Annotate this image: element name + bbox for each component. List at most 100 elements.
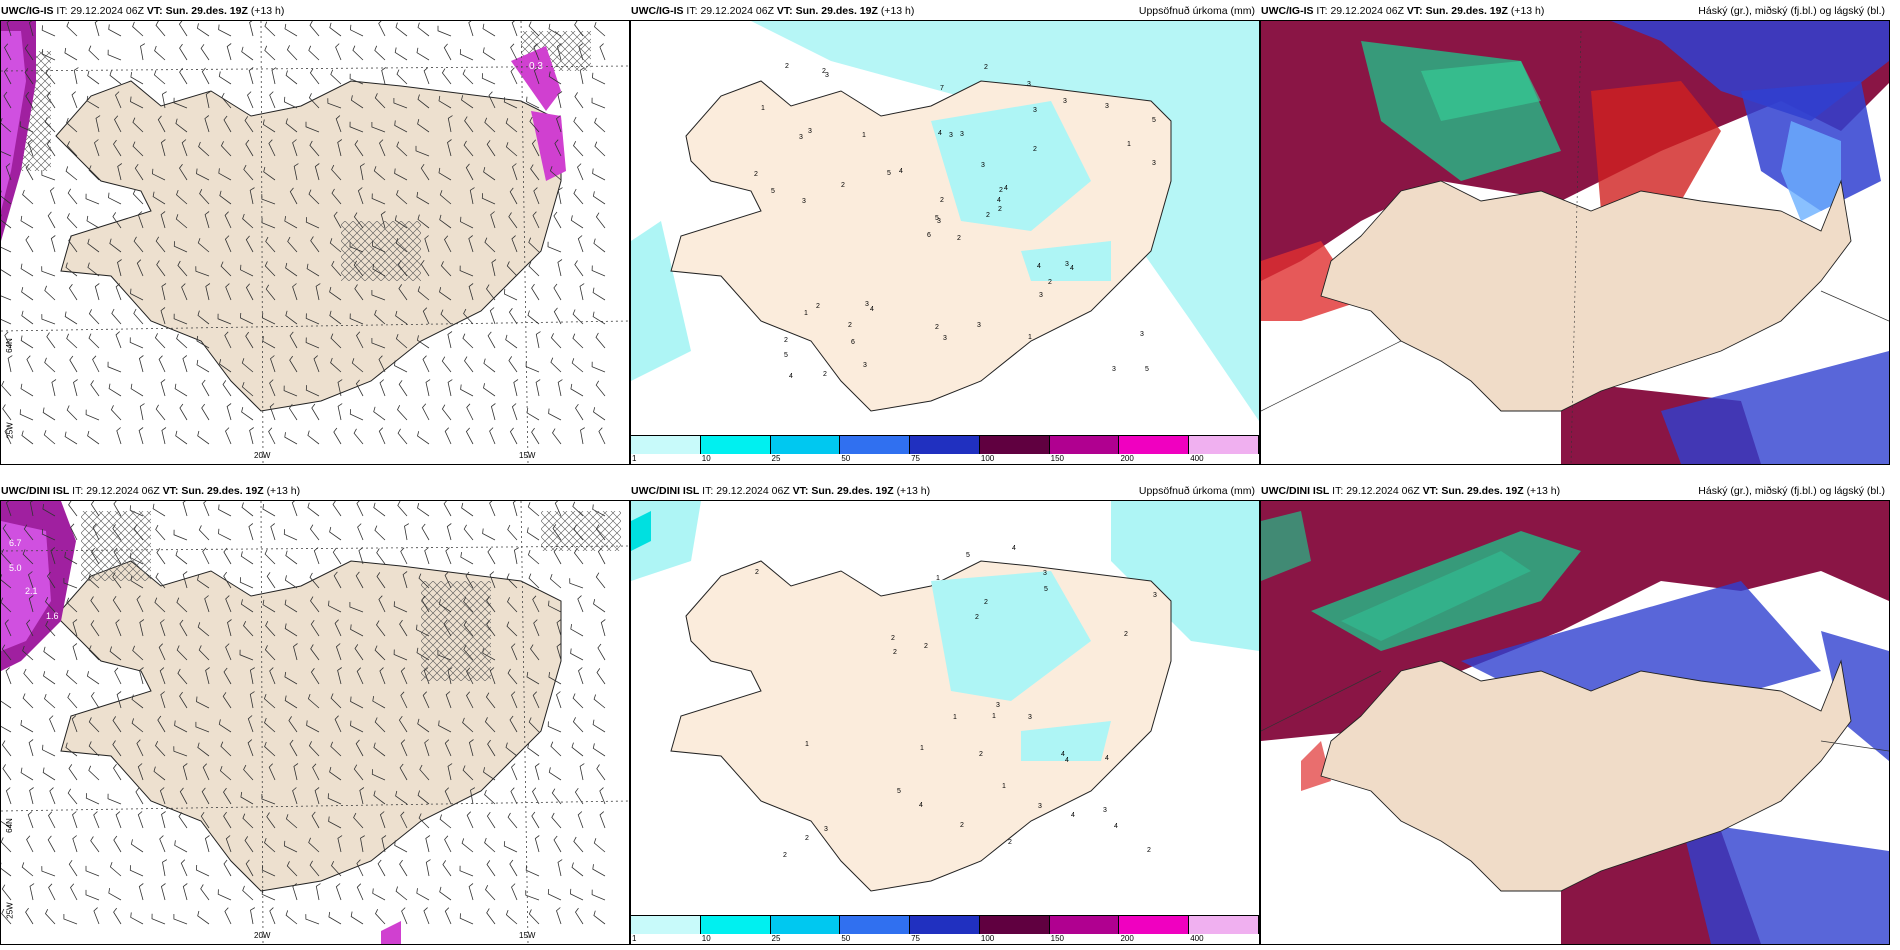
wind-barb [240, 599, 254, 613]
wind-barb [356, 667, 364, 685]
wind-barb [531, 139, 540, 157]
valid-time: Sun. 29.des. 19Z [165, 5, 248, 17]
wind-barb [315, 283, 321, 301]
wind-barb [73, 379, 78, 397]
precip-value: 1 [805, 741, 809, 748]
precip-value: 4 [1065, 757, 1069, 764]
wind-barb [107, 361, 122, 373]
wind-barb [440, 261, 452, 277]
wind-barb [404, 523, 410, 541]
wind-barb [577, 235, 584, 253]
wind-barb [113, 835, 122, 853]
wind-barb [548, 767, 562, 781]
precip-value: 3 [943, 335, 947, 342]
wind-barb [175, 214, 188, 229]
wind-barb [593, 407, 606, 421]
wind-map[interactable]: 0.3 20W 15W 64N 25W [0, 20, 630, 465]
wind-barb [441, 68, 452, 85]
wind-barb [245, 235, 254, 253]
wind-barb [269, 379, 276, 397]
wind-barb [264, 261, 276, 277]
wind-barb [154, 597, 166, 613]
wind-barb [532, 595, 540, 613]
wind-barb [225, 835, 232, 853]
wind-barb [1, 151, 12, 157]
precip-value: 3 [1063, 98, 1067, 105]
wind-barb [531, 283, 540, 301]
panel-dini-precip: UWC/DINI ISL IT: 29.12.2024 06Z VT: Sun.… [630, 480, 1260, 945]
wind-barb [1, 574, 12, 589]
wind-barb [423, 907, 430, 925]
wind-barb [223, 859, 232, 877]
wind-barb [269, 403, 276, 421]
cloud-map[interactable] [1260, 20, 1890, 465]
wind-barb [219, 190, 232, 205]
legend-swatch [1119, 436, 1190, 454]
wind-barb [552, 524, 562, 541]
wind-barb [87, 238, 100, 253]
wind-barb [460, 384, 474, 397]
wind-barb [509, 187, 518, 205]
wind-barb [130, 552, 144, 565]
wind-barb [371, 122, 386, 133]
wind-barb [221, 92, 232, 109]
wind-barb [308, 93, 320, 109]
wind-barb [1, 837, 12, 853]
precip-value: 2 [1048, 279, 1052, 286]
it-label: IT: [702, 485, 714, 497]
wind-barb [398, 715, 408, 733]
wind-barb [220, 741, 232, 757]
precip-value: 1 [992, 713, 996, 720]
wind-barb [508, 356, 518, 373]
wind-barb [553, 307, 562, 325]
cloud-map[interactable] [1260, 500, 1890, 945]
wind-barb [270, 523, 276, 541]
wind-barb [134, 163, 144, 181]
wind-barb [179, 163, 188, 181]
wind-barb [306, 263, 320, 277]
wind-barb [310, 236, 320, 253]
wind-barb [570, 215, 584, 229]
wind-barb [109, 238, 122, 253]
wind-barb [201, 67, 210, 85]
wind-barb [28, 571, 34, 589]
wind-barb [108, 24, 122, 37]
wind-barb [462, 765, 474, 781]
precip-value: 3 [949, 132, 953, 139]
wind-barb [528, 21, 540, 37]
wind-barb [331, 861, 342, 877]
wind-barb [526, 96, 540, 109]
precip-value: 3 [996, 702, 1000, 709]
wind-barb [329, 766, 342, 781]
precip-value: 4 [1070, 265, 1074, 272]
wind-barb [556, 643, 562, 661]
wind-barb [330, 333, 342, 349]
lat-label-64n: 64N [4, 818, 14, 833]
wind-barb [2, 404, 12, 421]
precip-value: 3 [1038, 803, 1042, 810]
wind-barb [333, 571, 342, 589]
wind-barb [27, 139, 34, 157]
wind-barb [109, 861, 122, 877]
wind-barb [330, 69, 342, 85]
wind-barb [292, 283, 298, 301]
wind-barb [1, 740, 12, 757]
wind-barb [357, 523, 364, 541]
wind-barb [459, 913, 474, 925]
precip-value: 3 [1039, 292, 1043, 299]
wind-barb [550, 333, 562, 349]
wind-map[interactable]: 6.7 5.0 2.1 1.6 20W 15W 64N 25W [0, 500, 630, 945]
wind-barb [286, 45, 298, 61]
wind-barb [574, 260, 584, 277]
wind-barb [63, 578, 78, 589]
wind-barb [139, 619, 145, 637]
legend-tick-label: 25 [771, 454, 781, 463]
wind-barb [443, 501, 452, 517]
wind-barb [510, 43, 518, 61]
wind-barb [484, 237, 496, 253]
valid-time: Sun. 29.des. 19Z [811, 485, 894, 497]
wind-barb [511, 403, 518, 421]
wind-barb [592, 504, 606, 517]
